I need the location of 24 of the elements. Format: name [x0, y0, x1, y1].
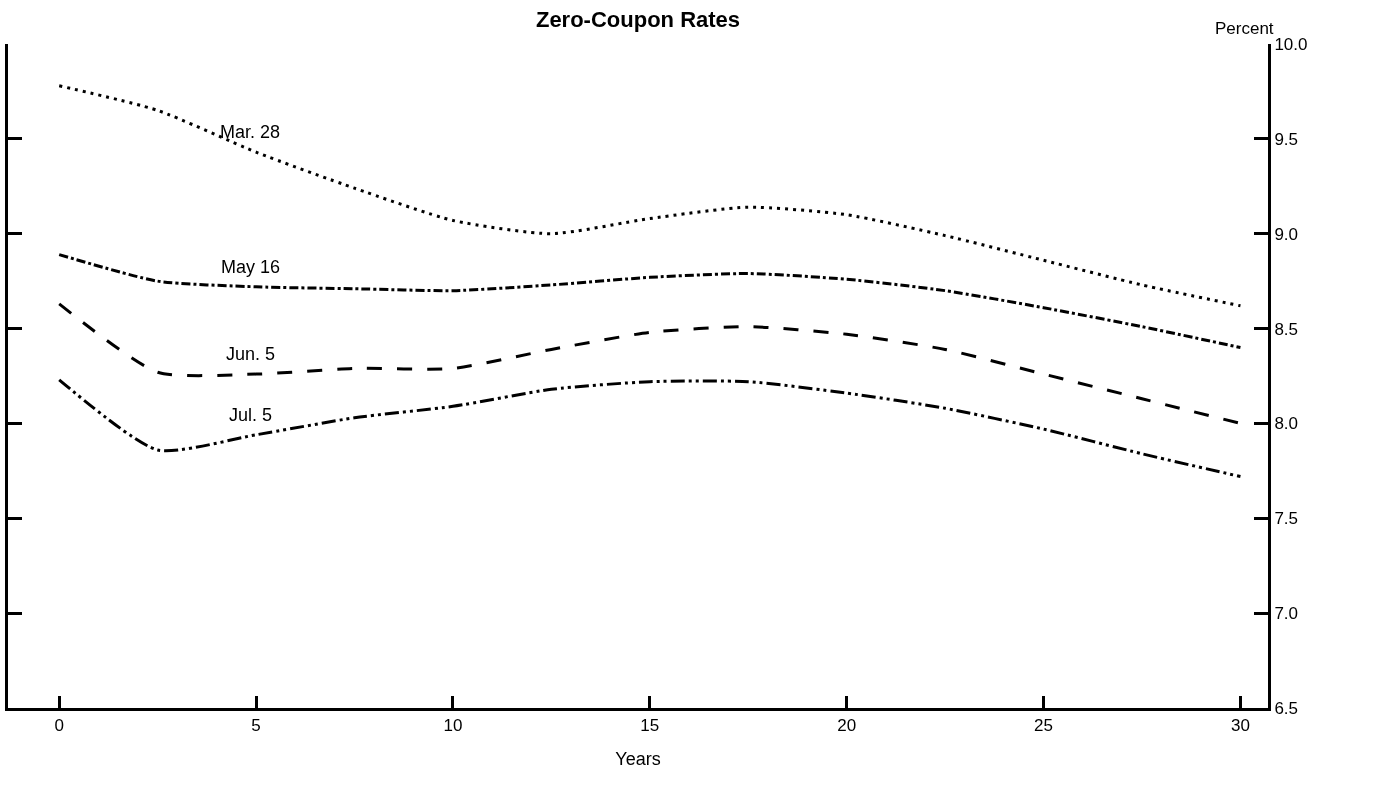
series-label: Jul. 5	[229, 405, 273, 425]
y-tick-label: 6.5	[1274, 698, 1299, 718]
line-series	[57, 84, 1242, 308]
y-tick-label: 7.0	[1274, 604, 1299, 624]
x-tick-label: 30	[1230, 716, 1250, 736]
x-tick-label: 15	[640, 716, 660, 736]
x-tick-label: 10	[443, 716, 463, 736]
x-tick-label: 5	[251, 716, 261, 736]
y-tick-label: 9.5	[1274, 129, 1299, 149]
y-tick-label: 8.0	[1274, 414, 1299, 434]
y-tick-label: 10.0	[1274, 34, 1308, 54]
line-series	[57, 378, 1242, 479]
series-label: Jun. 5	[226, 344, 276, 364]
x-tick-label: 20	[837, 716, 857, 736]
x-tick-label: 0	[54, 716, 64, 736]
y-axis-title: Percent	[1215, 19, 1274, 38]
x-tick-label: 25	[1034, 716, 1054, 736]
y-tick-label: 7.5	[1274, 509, 1299, 529]
series-label: May 16	[221, 257, 281, 277]
chart-title: Zero-Coupon Rates	[535, 7, 741, 33]
y-tick-label: 8.5	[1274, 319, 1299, 339]
series-label: Mar. 28	[220, 122, 281, 142]
x-axis-title: Years	[615, 748, 661, 769]
y-tick-label: 9.0	[1274, 224, 1299, 244]
